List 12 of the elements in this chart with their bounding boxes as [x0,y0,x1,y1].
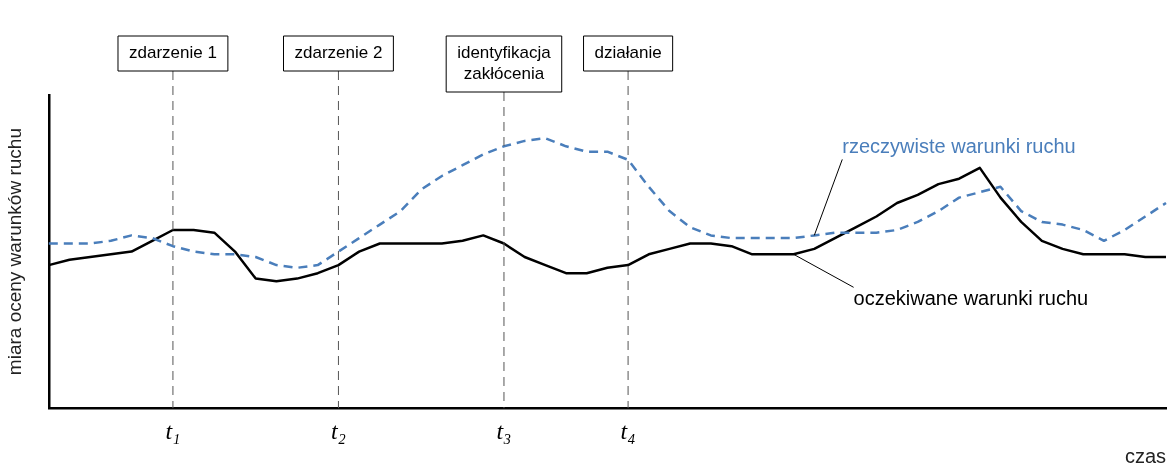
ref-line-label: identyfikacja zakłócenia [457,43,552,84]
series-label: oczekiwane warunki ruchu [853,286,1089,309]
x-tick-label: t₁ [165,417,181,444]
ref-line-label: zdarzenie 1 [128,43,217,63]
x-tick-label: t₄ [620,417,636,444]
x-axis-title: czas [1124,444,1166,467]
x-tick-label: t₂ [330,417,346,444]
ref-line-label: zdarzenie 2 [294,43,383,63]
ref-line-label: działanie [594,43,662,63]
x-tick-label: t₃ [496,417,512,444]
y-axis-title: miara oceny warunków ruchu [3,128,25,376]
text: rzeczywiste warunki ruchu [842,134,1076,157]
